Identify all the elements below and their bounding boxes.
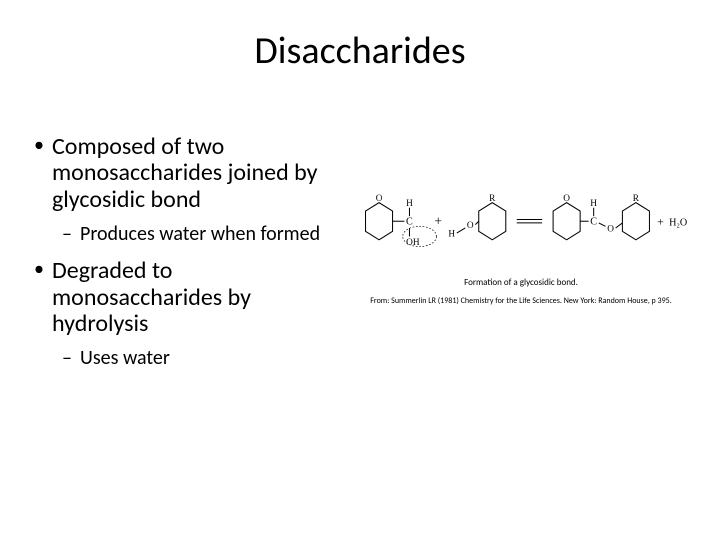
plus-2: + bbox=[657, 214, 664, 228]
bullet-1-sub: Produces water when formed bbox=[52, 223, 342, 246]
svg-text:OH: OH bbox=[406, 238, 420, 248]
svg-text:H: H bbox=[406, 199, 413, 209]
svg-text:H: H bbox=[448, 229, 455, 239]
figure-citation: From: Summerlin LR (1981) Chemistry for … bbox=[352, 296, 690, 306]
svg-text:O: O bbox=[467, 221, 474, 231]
svg-text:R: R bbox=[489, 194, 496, 204]
reaction-diagram: O C H OH + H bbox=[352, 172, 690, 262]
bullet-1-sublist: Produces water when formed bbox=[52, 223, 342, 246]
bullet-1: Composed of two monosaccharides joined b… bbox=[30, 134, 342, 246]
ring-1: O bbox=[366, 194, 393, 240]
right-column: O C H OH + H bbox=[352, 134, 690, 382]
svg-text:R: R bbox=[633, 194, 640, 204]
figure: O C H OH + H bbox=[352, 172, 690, 306]
bullet-2: Degraded to monosaccharides by hydrolysi… bbox=[30, 258, 342, 370]
left-column: Composed of two monosaccharides joined b… bbox=[30, 134, 342, 382]
ring-2: H O R bbox=[448, 194, 505, 240]
bullet-2-sub-text: Uses water bbox=[80, 346, 170, 370]
slide: Disaccharides Composed of two monosaccha… bbox=[0, 0, 720, 540]
slide-title: Disaccharides bbox=[30, 28, 690, 74]
bullet-2-text: Degraded to monosaccharides by hydrolysi… bbox=[52, 256, 251, 338]
glycosidic-bridge: C H O bbox=[580, 199, 622, 234]
bullet-2-sub: Uses water bbox=[52, 347, 342, 370]
svg-text:H: H bbox=[590, 199, 597, 209]
svg-text:C: C bbox=[590, 217, 597, 228]
bullet-1-sub-text: Produces water when formed bbox=[80, 222, 320, 246]
ring1-o: O bbox=[376, 194, 383, 204]
anomeric-c-1: C H OH bbox=[393, 199, 437, 248]
svg-text:O: O bbox=[563, 194, 570, 204]
ring-4: R bbox=[622, 194, 649, 240]
bullet-list: Composed of two monosaccharides joined b… bbox=[30, 134, 342, 370]
bullet-2-sublist: Uses water bbox=[52, 347, 342, 370]
content-row: Composed of two monosaccharides joined b… bbox=[30, 134, 690, 382]
plus-1: + bbox=[434, 213, 442, 228]
bullet-1-text: Composed of two monosaccharides joined b… bbox=[52, 132, 317, 214]
water-product: H₂O bbox=[669, 217, 687, 228]
ring-3: O bbox=[553, 194, 580, 240]
reaction-arrow bbox=[517, 220, 542, 223]
figure-caption: Formation of a glycosidic bond. bbox=[352, 277, 690, 290]
svg-text:C: C bbox=[406, 217, 413, 228]
svg-text:O: O bbox=[607, 224, 614, 234]
